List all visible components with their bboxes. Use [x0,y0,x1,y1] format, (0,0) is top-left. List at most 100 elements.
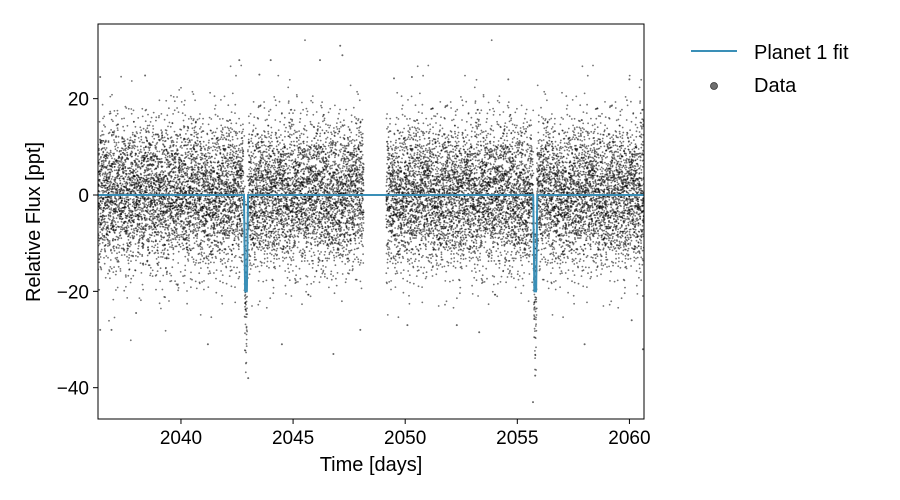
data-point [116,112,119,115]
data-point [235,167,238,169]
data-point [164,226,167,229]
data-point [209,245,212,248]
data-point [154,231,157,234]
data-point [116,160,119,162]
data-point [202,215,205,218]
data-point [184,255,187,258]
data-point [183,184,186,187]
data-point [179,186,182,188]
data-point [129,203,132,206]
data-point [194,209,197,212]
data-point [208,147,211,150]
data-point [198,200,201,203]
data-point [205,222,208,225]
data-point [110,197,113,200]
data-point [99,231,102,234]
data-point [123,228,126,231]
data-point [235,134,238,137]
data-point [150,170,153,173]
data-point [230,285,233,288]
data-point [232,243,234,246]
data-point [236,137,239,140]
data-point [189,141,192,143]
data-point [113,161,116,164]
data-point [249,219,252,221]
data-point [177,250,180,253]
data-point [140,228,143,231]
data-point [195,287,198,290]
data-point [210,173,213,175]
data-point [134,243,137,245]
data-point [139,150,142,153]
data-point [134,215,137,218]
data-point [180,235,183,238]
data-point [182,200,185,203]
data-point [193,129,196,132]
data-point [154,199,156,202]
data-point [115,198,118,201]
data-point [121,157,124,159]
data-point [108,160,111,163]
data-point [252,218,255,221]
data-point [186,173,189,176]
data-point [101,200,104,203]
data-point [142,213,145,216]
data-point [133,198,135,200]
data-point [252,237,255,240]
data-point [173,234,176,237]
data-point [120,161,123,163]
data-point [250,151,253,154]
data-point [170,274,173,277]
data-point [136,145,139,148]
data-point [164,161,166,164]
data-point [190,150,193,153]
data-point [187,137,190,140]
data-point [140,145,142,148]
data-point [144,169,147,172]
data-point [124,154,127,157]
data-point [215,221,218,224]
data-point [130,277,133,280]
data-point [238,117,241,120]
data-point [103,143,106,146]
data-point [172,163,175,166]
data-point [231,145,234,148]
data-point [102,159,105,162]
data-point [202,130,205,133]
data-point [253,116,256,118]
data-point [167,138,170,140]
data-point [198,218,201,221]
data-point [172,189,174,192]
data-point [172,215,175,218]
data-point [183,187,186,189]
data-point [210,175,213,178]
data-point [136,230,139,233]
data-point [112,224,114,227]
data-point [137,197,140,199]
data-point [113,232,116,234]
data-point [183,125,186,128]
data-point [173,130,176,133]
data-point [124,105,127,108]
data-point [135,227,138,230]
data-point [229,174,232,176]
data-point [132,255,135,258]
data-point [228,160,230,162]
data-point [236,223,239,226]
data-point [223,175,226,178]
data-point [182,170,185,173]
data-point [222,170,225,173]
data-point [126,178,129,181]
data-point [217,136,219,139]
data-point [236,132,239,135]
data-point [140,184,143,187]
data-point [235,74,237,77]
data-point [234,178,237,181]
data-point [233,130,236,133]
data-point [233,266,235,269]
data-point [173,144,175,146]
data-point [161,148,163,151]
data-point [241,130,244,133]
data-point [156,198,158,201]
data-point [188,205,191,208]
